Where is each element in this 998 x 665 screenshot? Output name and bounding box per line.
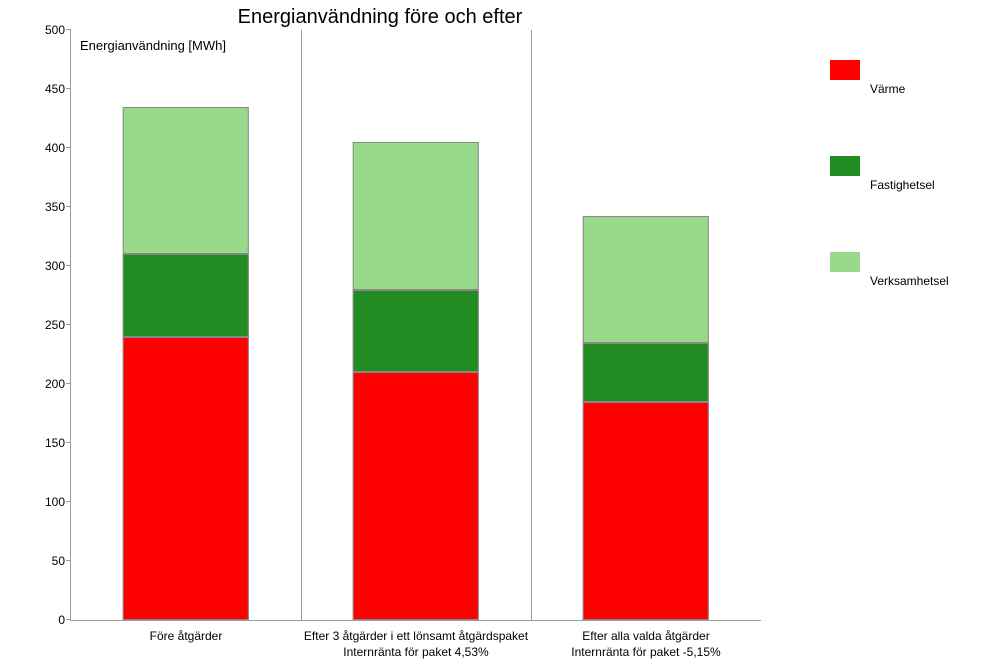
y-tick-label: 0	[25, 613, 65, 627]
legend-item: Verksamhetsel	[830, 252, 949, 288]
y-tick-label: 400	[25, 141, 65, 155]
legend-item: Fastighetsel	[830, 156, 949, 192]
chart-container: Energianvändning före och efter Energian…	[0, 0, 998, 665]
bar-segment	[583, 343, 709, 402]
chart-title: Energianvändning före och efter	[0, 6, 760, 29]
y-tick-label: 150	[25, 436, 65, 450]
legend-label: Verksamhetsel	[870, 274, 949, 288]
x-category-label: Efter alla valda åtgärderInternränta för…	[531, 620, 761, 660]
legend-item: Värme	[830, 60, 949, 96]
y-tick-label: 250	[25, 318, 65, 332]
bar-segment	[583, 402, 709, 620]
y-tick-label: 300	[25, 259, 65, 273]
bar-segment	[353, 372, 479, 620]
legend-swatch	[830, 252, 860, 272]
legend-label: Fastighetsel	[870, 178, 935, 192]
x-category-label: Före åtgärder	[71, 620, 301, 644]
grid-line	[301, 30, 302, 620]
y-tick-label: 200	[25, 377, 65, 391]
y-tick-label: 500	[25, 23, 65, 37]
bar-segment	[353, 290, 479, 373]
plot-area: 050100150200250300350400450500Före åtgär…	[70, 30, 761, 621]
bar-segment	[123, 254, 249, 337]
stacked-bar	[123, 107, 249, 620]
bar-segment	[123, 107, 249, 255]
legend-swatch	[830, 60, 860, 80]
x-category-label: Efter 3 åtgärder i ett lönsamt åtgärdspa…	[301, 620, 531, 660]
bar-segment	[123, 337, 249, 620]
y-tick-label: 350	[25, 200, 65, 214]
stacked-bar	[353, 142, 479, 620]
legend-swatch	[830, 156, 860, 176]
legend: Värme Fastighetsel Verksamhetsel	[830, 60, 949, 348]
bar-segment	[353, 142, 479, 290]
y-tick-label: 450	[25, 82, 65, 96]
y-tick-label: 100	[25, 495, 65, 509]
grid-line	[531, 30, 532, 620]
bar-segment	[583, 216, 709, 342]
y-tick-label: 50	[25, 554, 65, 568]
legend-label: Värme	[870, 82, 905, 96]
stacked-bar	[583, 216, 709, 620]
